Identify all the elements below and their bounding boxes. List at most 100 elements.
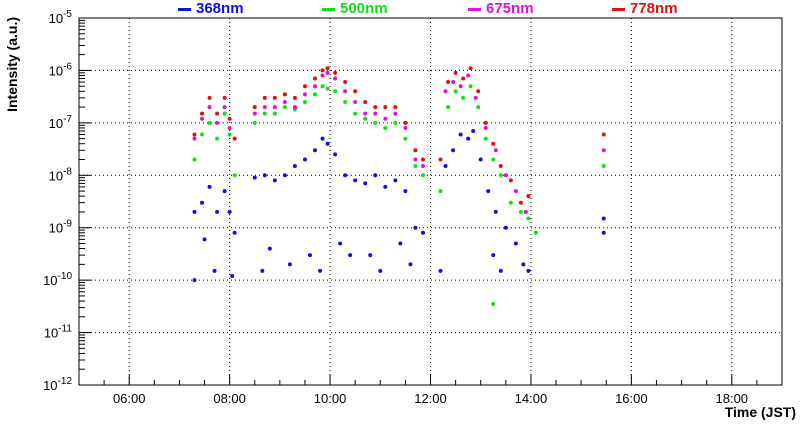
legend-swatch bbox=[322, 8, 335, 11]
data-point bbox=[451, 148, 456, 153]
x-axis-title: Time (JST) bbox=[725, 404, 796, 420]
legend-item: 368nm bbox=[178, 0, 244, 17]
data-point bbox=[403, 120, 408, 125]
tick-labels: 06:00 08:00 10:00 12:00 14:00 16:00 18:00 10-12… bbox=[43, 9, 748, 406]
data-point bbox=[252, 105, 257, 110]
data-point bbox=[200, 116, 205, 121]
data-point bbox=[313, 76, 318, 81]
data-point bbox=[383, 116, 388, 121]
data-point bbox=[262, 173, 267, 178]
data-point bbox=[513, 189, 518, 194]
y-tick-label: 10-7 bbox=[49, 114, 73, 131]
data-point bbox=[287, 262, 292, 267]
y-axis-title: Intensity (a.u.) bbox=[4, 17, 20, 112]
data-point bbox=[468, 84, 473, 89]
x-tick-label: 18:00 bbox=[716, 391, 749, 406]
data-point bbox=[438, 268, 443, 273]
data-point bbox=[491, 253, 496, 258]
axis-ticks bbox=[78, 17, 783, 386]
x-tick-label: 10:00 bbox=[314, 391, 347, 406]
data-point bbox=[413, 148, 418, 153]
legend-label: 368nm bbox=[196, 0, 244, 17]
data-point bbox=[498, 268, 503, 273]
data-point bbox=[302, 157, 307, 162]
data-point bbox=[601, 216, 606, 221]
data-point bbox=[267, 246, 272, 251]
data-point bbox=[325, 141, 330, 146]
x-tick-label: 06:00 bbox=[113, 391, 146, 406]
data-point bbox=[333, 89, 338, 94]
data-point bbox=[393, 105, 398, 110]
data-point bbox=[222, 105, 227, 110]
data-point bbox=[483, 125, 488, 130]
data-point bbox=[282, 99, 287, 104]
data-point bbox=[200, 132, 205, 137]
data-point bbox=[518, 200, 523, 205]
data-point bbox=[458, 132, 463, 137]
data-point bbox=[363, 116, 368, 121]
data-point bbox=[526, 216, 531, 221]
data-point bbox=[192, 136, 197, 141]
legend: 368nm 500nm 675nm 778nm bbox=[178, 0, 678, 17]
data-point bbox=[343, 99, 348, 104]
data-point bbox=[260, 268, 265, 273]
data-point bbox=[513, 241, 518, 246]
data-point bbox=[503, 173, 508, 178]
data-point bbox=[378, 268, 383, 273]
x-tick-label: 12:00 bbox=[414, 391, 447, 406]
data-point bbox=[368, 253, 373, 258]
series-500nm bbox=[192, 84, 606, 307]
data-point bbox=[207, 120, 212, 125]
data-point bbox=[373, 105, 378, 110]
data-point bbox=[408, 262, 413, 267]
data-point bbox=[282, 92, 287, 97]
data-point bbox=[320, 68, 325, 73]
y-tick-label: 10-10 bbox=[43, 271, 72, 288]
legend-label: 778nm bbox=[630, 0, 678, 17]
data-point bbox=[222, 95, 227, 100]
data-point bbox=[526, 268, 531, 273]
data-point bbox=[373, 120, 378, 125]
data-point bbox=[353, 178, 358, 183]
data-point bbox=[252, 120, 257, 125]
data-point bbox=[292, 95, 297, 100]
data-point bbox=[601, 148, 606, 153]
data-point bbox=[272, 111, 277, 116]
data-point bbox=[227, 209, 232, 214]
data-point bbox=[471, 128, 476, 133]
data-point bbox=[343, 89, 348, 94]
data-point bbox=[403, 136, 408, 141]
x-tick-label: 16:00 bbox=[615, 391, 648, 406]
data-point bbox=[215, 120, 220, 125]
data-point bbox=[413, 225, 418, 230]
y-tick-label: 10-5 bbox=[49, 9, 73, 26]
data-point bbox=[478, 157, 483, 162]
data-point bbox=[200, 111, 205, 116]
data-point bbox=[523, 209, 528, 214]
data-point bbox=[413, 164, 418, 169]
data-point bbox=[383, 105, 388, 110]
data-points bbox=[192, 66, 606, 307]
data-point bbox=[353, 89, 358, 94]
data-point bbox=[601, 230, 606, 235]
data-point bbox=[232, 136, 237, 141]
data-point bbox=[320, 136, 325, 141]
data-point bbox=[508, 200, 513, 205]
series-778nm bbox=[192, 66, 606, 205]
data-point bbox=[458, 84, 463, 89]
data-point bbox=[230, 273, 235, 278]
data-point bbox=[420, 164, 425, 169]
data-point bbox=[353, 99, 358, 104]
data-point bbox=[227, 116, 232, 121]
data-point bbox=[313, 92, 318, 97]
legend-item: 778nm bbox=[612, 0, 678, 17]
data-point bbox=[325, 70, 330, 75]
data-point bbox=[526, 194, 531, 199]
data-point bbox=[325, 86, 330, 91]
data-point bbox=[215, 111, 220, 116]
x-tick-label: 14:00 bbox=[515, 391, 548, 406]
data-point bbox=[353, 111, 358, 116]
data-point bbox=[202, 237, 207, 242]
data-point bbox=[320, 73, 325, 78]
data-point bbox=[282, 105, 287, 110]
